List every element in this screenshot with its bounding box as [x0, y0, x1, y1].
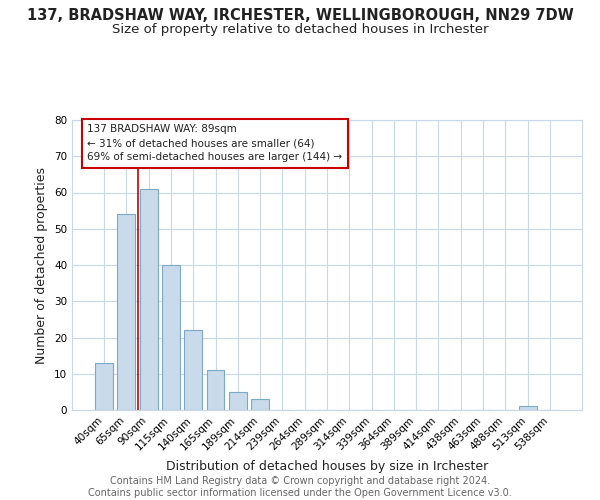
X-axis label: Distribution of detached houses by size in Irchester: Distribution of detached houses by size … — [166, 460, 488, 473]
Bar — [251, 399, 269, 410]
Bar — [206, 370, 224, 410]
Text: Contains HM Land Registry data © Crown copyright and database right 2024.
Contai: Contains HM Land Registry data © Crown c… — [88, 476, 512, 498]
Bar — [184, 330, 202, 410]
Bar — [140, 189, 158, 410]
Bar — [118, 214, 136, 410]
Bar — [95, 363, 113, 410]
Y-axis label: Number of detached properties: Number of detached properties — [35, 166, 49, 364]
Text: 137 BRADSHAW WAY: 89sqm
← 31% of detached houses are smaller (64)
69% of semi-de: 137 BRADSHAW WAY: 89sqm ← 31% of detache… — [88, 124, 343, 162]
Bar — [229, 392, 247, 410]
Bar — [518, 406, 536, 410]
Text: 137, BRADSHAW WAY, IRCHESTER, WELLINGBOROUGH, NN29 7DW: 137, BRADSHAW WAY, IRCHESTER, WELLINGBOR… — [26, 8, 574, 22]
Text: Size of property relative to detached houses in Irchester: Size of property relative to detached ho… — [112, 22, 488, 36]
Bar — [162, 265, 180, 410]
